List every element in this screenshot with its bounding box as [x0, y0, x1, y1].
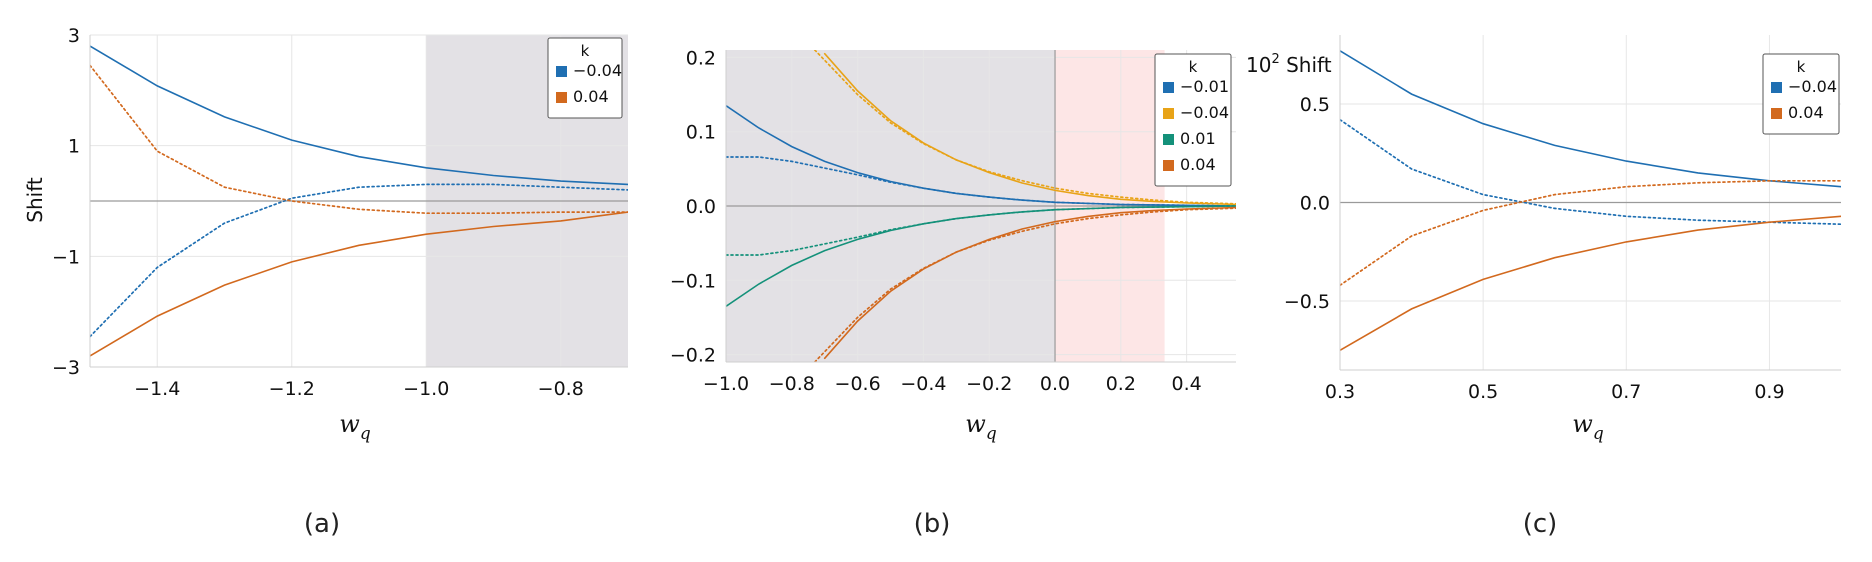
y-tick-label-0: −0.2 [670, 345, 716, 367]
y-tick-label-4: 0.2 [686, 47, 716, 69]
legend-swatch-0 [556, 66, 567, 77]
legend-title: k [1797, 58, 1806, 76]
x-axis-label: wq [1572, 410, 1604, 444]
y-tick-label-3: 0.1 [686, 122, 716, 144]
legend-swatch-1 [1771, 108, 1782, 119]
series-line-solid-6 [823, 206, 1236, 360]
y-tick-label-0: −0.5 [1284, 291, 1330, 313]
legend-swatch-1 [1163, 108, 1174, 119]
panel-caption-0: (a) [304, 509, 340, 539]
series-line-dotted-1 [90, 183, 628, 338]
legend-label-1: −0.04 [1180, 103, 1229, 122]
x-tick-label-0: 0.3 [1325, 381, 1355, 403]
x-tick-label-1: −1.2 [269, 378, 315, 400]
series-line-dotted-1 [1340, 118, 1841, 226]
x-axis-label-main: w [965, 410, 986, 438]
x-tick-label-4: −0.2 [966, 373, 1012, 395]
legend: k−0.04 0.04 [547, 37, 623, 119]
x-axis-label-main: w [1572, 410, 1593, 438]
panel-caption-2: (c) [1523, 509, 1558, 539]
y-tick-label-2: 0.5 [1300, 94, 1330, 116]
x-tick-label-0: −1.0 [703, 373, 749, 395]
x-tick-label-2: −1.0 [403, 378, 449, 400]
series-line-dotted-3 [813, 50, 1236, 205]
y-axis-label-scale: 10 [1246, 53, 1271, 77]
x-tick-label-0: −1.4 [134, 378, 180, 400]
series-line-dotted-2 [90, 64, 628, 215]
legend-label-1: 0.04 [1788, 103, 1824, 122]
legend: k−0.01 −0.04 0.01 0.04 [1154, 53, 1232, 187]
x-axis-label: wq [339, 410, 371, 444]
x-tick-label-3: −0.8 [538, 378, 584, 400]
x-axis-label: wq [965, 410, 997, 444]
x-tick-label-2: 0.7 [1611, 381, 1641, 403]
y-tick-label-3: 3 [68, 25, 80, 47]
y-tick-label-1: −0.1 [670, 270, 716, 292]
x-tick-label-2: −0.6 [835, 373, 881, 395]
legend-swatch-3 [1163, 160, 1174, 171]
x-axis-label-subscript: q [360, 424, 371, 444]
legend-title: k [581, 42, 590, 60]
series-line-dotted-2 [1340, 179, 1841, 287]
y-axis-label: Shift [23, 177, 47, 223]
x-axis-label-subscript: q [1593, 424, 1604, 444]
legend-label-0: −0.04 [573, 61, 622, 80]
y-tick-label-0: −3 [52, 357, 80, 379]
y-axis-label-text: Shift [1280, 53, 1332, 77]
x-tick-label-1: −0.8 [769, 373, 815, 395]
legend: k−0.04 0.04 [1762, 53, 1840, 135]
x-tick-label-3: 0.9 [1754, 381, 1784, 403]
y-tick-label-1: −1 [52, 246, 80, 268]
legend-swatch-2 [1163, 134, 1174, 145]
legend-label-0: −0.01 [1180, 77, 1229, 96]
captions: (a) (b) (c) [304, 509, 1557, 539]
panel-b: −1.0 −0.8 −0.6 −0.4 −0.2 0.0 0.2 0.4 −0.2 −0.1 0.0… [670, 47, 1236, 444]
legend-swatch-0 [1163, 82, 1174, 93]
x-tick-label-3: −0.4 [900, 373, 946, 395]
series-line-dotted-5 [726, 205, 1236, 256]
legend-swatch-0 [1771, 82, 1782, 93]
series-line-dotted-7 [813, 207, 1236, 362]
legend-title: k [1189, 58, 1198, 76]
y-tick-label-1: 0.0 [1300, 193, 1330, 215]
legend-swatch-1 [556, 92, 567, 103]
y-axis-label: 102 Shift [1246, 52, 1332, 77]
panel-c: 0.3 0.5 0.7 0.9 −0.5 0.0 0.5 wq 102 Shift k−0.04 0… [1246, 35, 1841, 444]
legend-label-1: 0.04 [573, 87, 609, 106]
y-tick-label-2: 1 [68, 136, 80, 158]
y-tick-label-2: 0.0 [686, 196, 716, 218]
legend-label-0: −0.04 [1788, 77, 1837, 96]
legend-label-2: 0.01 [1180, 129, 1216, 148]
series-line-dotted-1 [726, 156, 1236, 207]
series-line-solid-3 [1340, 215, 1841, 352]
panel-a: −1.4 −1.2 −1.0 −0.8 −3 −1 1 3 wq Shift k−0.04 0.04 [23, 25, 628, 444]
panel-caption-1: (b) [914, 509, 951, 539]
x-axis-label-main: w [339, 410, 360, 438]
series-line-solid-0 [1340, 50, 1841, 188]
x-tick-label-5: 0.0 [1040, 373, 1070, 395]
y-axis-label-exponent: 2 [1271, 52, 1279, 67]
legend-label-3: 0.04 [1180, 155, 1216, 174]
x-tick-label-7: 0.4 [1172, 373, 1202, 395]
x-tick-label-6: 0.2 [1106, 373, 1136, 395]
series-line-solid-0 [90, 45, 628, 186]
series-line-solid-3 [90, 211, 628, 357]
x-axis-label-subscript: q [986, 424, 997, 444]
x-tick-label-1: 0.5 [1468, 381, 1498, 403]
series-line-solid-2 [823, 52, 1236, 206]
